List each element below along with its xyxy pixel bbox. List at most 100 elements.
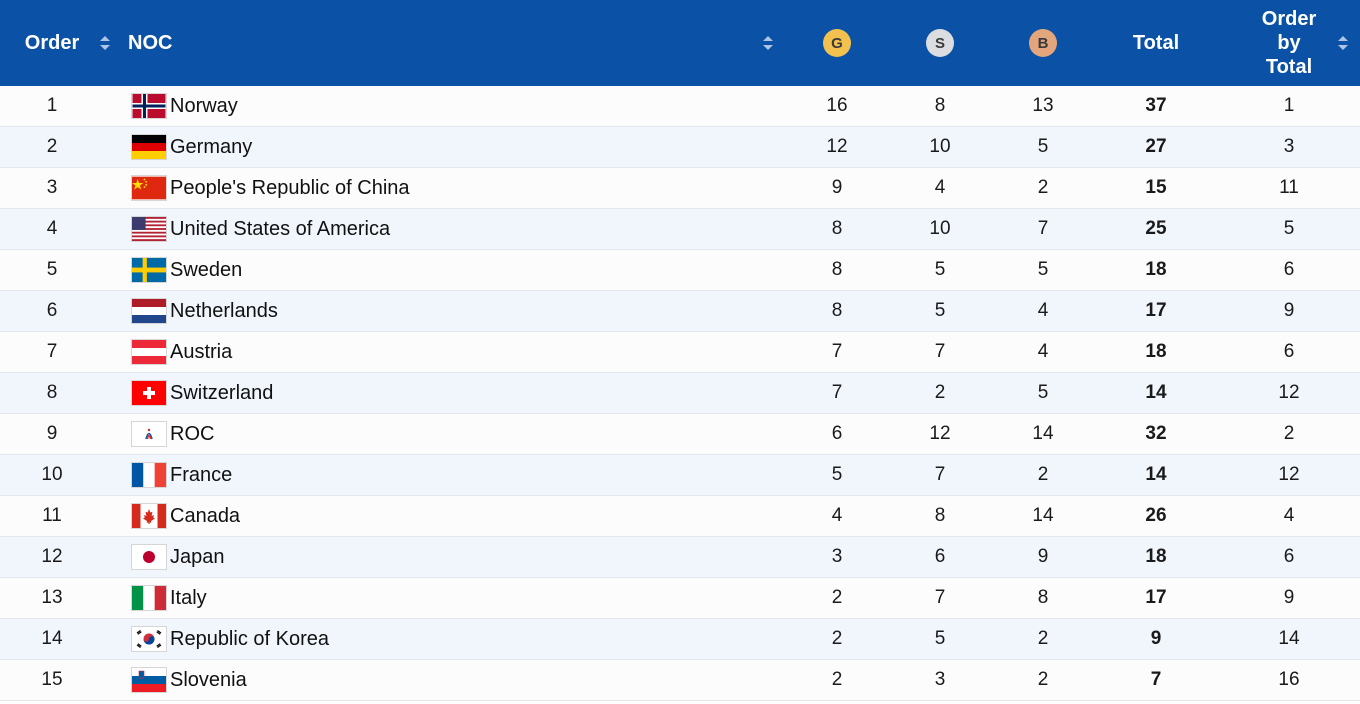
table-row[interactable]: 8 Switzerland 7 2 5 14 12: [0, 373, 1360, 414]
noc-cell[interactable]: Sweden: [132, 250, 752, 290]
gold-count: 16: [826, 95, 848, 116]
bronze-count: 5: [1037, 382, 1049, 403]
bronze-count: 4: [1037, 341, 1049, 362]
order-cell: 5: [46, 259, 58, 280]
table-row[interactable]: 6 Netherlands 8 5 4 17 9: [0, 291, 1360, 332]
silver-column-header[interactable]: S: [911, 0, 969, 86]
table-row[interactable]: 15 Slovenia 2 3 2 7 16: [0, 660, 1360, 701]
switzerland-flag-icon: [132, 381, 166, 405]
table-row[interactable]: 13 Italy 2 7 8 17 9: [0, 578, 1360, 619]
table-row[interactable]: 1 Norway 16 8 13 37 1: [0, 86, 1360, 127]
netherlands-flag-icon: [132, 299, 166, 323]
country-name[interactable]: France: [170, 463, 233, 486]
country-name[interactable]: Slovenia: [170, 668, 247, 691]
order-by-total-cell: 6: [1283, 546, 1295, 567]
table-row[interactable]: 4 United States of America 8 10 7 25 5: [0, 209, 1360, 250]
country-name[interactable]: Canada: [170, 504, 241, 527]
noc-cell[interactable]: ROC: [132, 414, 752, 454]
order-by-total-cell: 12: [1278, 382, 1300, 403]
noc-cell[interactable]: Switzerland: [132, 373, 752, 413]
bronze-count: 2: [1037, 177, 1049, 198]
table-row[interactable]: 5 Sweden 8 5 5 18 6: [0, 250, 1360, 291]
total-count: 9: [1150, 628, 1162, 649]
order-by-total-cell: 4: [1283, 505, 1295, 526]
table-row[interactable]: 14 Republic of Korea 2 5 2 9 14: [0, 619, 1360, 660]
country-name[interactable]: Germany: [170, 135, 253, 158]
bronze-count: 4: [1037, 300, 1049, 321]
gold-header-label: G: [831, 34, 843, 52]
gold-count: 12: [826, 136, 848, 157]
total-count: 7: [1150, 669, 1162, 690]
table-row[interactable]: 3 People's Republic of China 9 4 2 15 11: [0, 168, 1360, 209]
noc-cell[interactable]: Norway: [132, 86, 752, 126]
noc-cell[interactable]: Austria: [132, 332, 752, 372]
noc-cell[interactable]: Japan: [132, 537, 752, 577]
gold-count: 3: [831, 546, 843, 567]
table-row[interactable]: 11 Canada 4 8 14 26 4: [0, 496, 1360, 537]
country-name[interactable]: Japan: [170, 545, 225, 568]
country-name[interactable]: Switzerland: [170, 381, 274, 404]
noc-cell[interactable]: Slovenia: [132, 660, 752, 700]
silver-count: 3: [934, 669, 946, 690]
order-by-total-sort-icon[interactable]: [1338, 36, 1348, 50]
order-cell: 13: [41, 587, 63, 608]
total-count: 37: [1145, 95, 1167, 116]
bronze-count: 13: [1032, 95, 1054, 116]
gold-count: 7: [831, 341, 843, 362]
country-name[interactable]: Italy: [170, 586, 207, 609]
country-name[interactable]: People's Republic of China: [170, 176, 410, 199]
bronze-count: 14: [1032, 423, 1054, 444]
noc-cell[interactable]: Republic of Korea: [132, 619, 752, 659]
total-column-header[interactable]: Total: [1116, 0, 1196, 86]
noc-cell[interactable]: Germany: [132, 127, 752, 167]
korea-flag-icon: [132, 627, 166, 651]
silver-count: 12: [929, 423, 951, 444]
china-flag-icon: [132, 176, 166, 200]
country-name[interactable]: Netherlands: [170, 299, 278, 322]
table-row[interactable]: 12 Japan 3 6 9 18 6: [0, 537, 1360, 578]
country-name[interactable]: United States of America: [170, 217, 391, 240]
bronze-medal-icon: B: [1029, 29, 1057, 57]
order-cell: 2: [46, 136, 58, 157]
order-cell: 10: [41, 464, 63, 485]
noc-sort-icon[interactable]: [763, 36, 773, 50]
table-row[interactable]: 2 Germany 12 10 5 27 3: [0, 127, 1360, 168]
noc-cell[interactable]: Italy: [132, 578, 752, 618]
noc-cell[interactable]: People's Republic of China: [132, 168, 752, 208]
order-header-label: Order: [24, 31, 80, 54]
noc-cell[interactable]: United States of America: [132, 209, 752, 249]
noc-column-header[interactable]: NOC: [128, 0, 188, 86]
country-name[interactable]: Republic of Korea: [170, 627, 329, 650]
total-count: 26: [1145, 505, 1167, 526]
gold-count: 5: [831, 464, 843, 485]
country-name[interactable]: Norway: [170, 94, 238, 117]
austria-flag-icon: [132, 340, 166, 364]
order-column-header[interactable]: Order: [14, 0, 90, 86]
order-cell: 9: [46, 423, 58, 444]
order-by-total-column-header[interactable]: Order by Total: [1240, 0, 1338, 86]
gold-medal-icon: G: [823, 29, 851, 57]
gold-column-header[interactable]: G: [808, 0, 866, 86]
order-cell: 1: [46, 95, 58, 116]
bronze-column-header[interactable]: B: [1014, 0, 1072, 86]
noc-cell[interactable]: Netherlands: [132, 291, 752, 331]
table-row[interactable]: 10 France 5 7 2 14 12: [0, 455, 1360, 496]
noc-cell[interactable]: France: [132, 455, 752, 495]
table-row[interactable]: 9 ROC 6 12 14 32 2: [0, 414, 1360, 455]
order-sort-icon[interactable]: [100, 36, 110, 50]
table-row[interactable]: 7 Austria 7 7 4 18 6: [0, 332, 1360, 373]
bronze-count: 8: [1037, 587, 1049, 608]
country-name[interactable]: Austria: [170, 340, 233, 363]
total-count: 14: [1145, 464, 1167, 485]
total-count: 25: [1145, 218, 1167, 239]
noc-cell[interactable]: Canada: [132, 496, 752, 536]
order-by-total-cell: 14: [1278, 628, 1300, 649]
total-count: 17: [1145, 300, 1167, 321]
total-count: 27: [1145, 136, 1167, 157]
country-name[interactable]: Sweden: [170, 258, 243, 281]
silver-count: 7: [934, 341, 946, 362]
order-by-total-label-1: Order: [1261, 8, 1317, 30]
bronze-count: 2: [1037, 628, 1049, 649]
country-name[interactable]: ROC: [170, 422, 215, 445]
